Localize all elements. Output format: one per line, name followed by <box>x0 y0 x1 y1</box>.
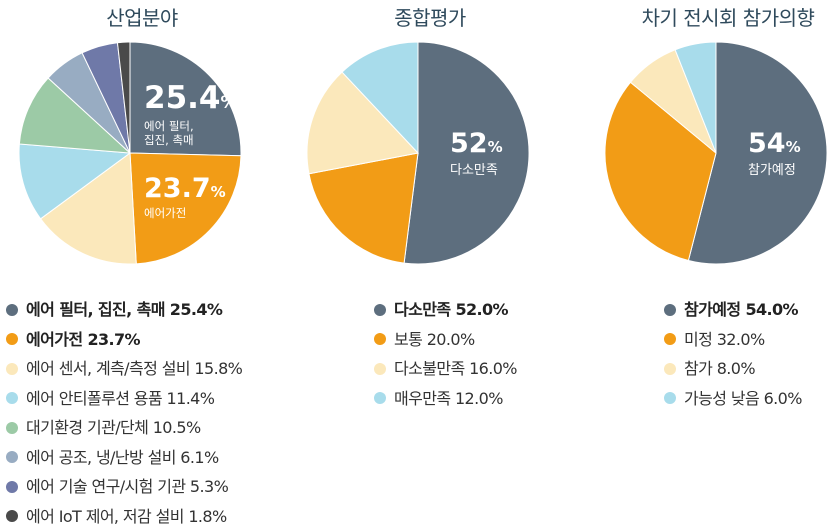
legend-label: 미정 32.0% <box>684 325 765 355</box>
legend-label: 에어 필터, 집진, 촉매 25.4% <box>26 295 222 325</box>
chart-title: 산업분야 <box>12 2 272 31</box>
slice-category-label: 에어 필터, <box>144 119 194 133</box>
legend-marker <box>664 392 676 404</box>
legend-item: 에어 필터, 집진, 촉매 25.4% <box>6 295 242 325</box>
legend-marker <box>374 392 386 404</box>
legend-marker <box>6 451 18 463</box>
legend-label: 대기환경 기관/단체 10.5% <box>26 413 201 443</box>
slice-category-label: 참가예정 <box>748 163 796 178</box>
slice-category-label: 집진, 촉매 <box>144 133 194 147</box>
legend-label: 보통 20.0% <box>394 325 475 355</box>
slice-category-label: 에어가전 <box>144 206 186 220</box>
legend-marker <box>6 363 18 375</box>
legend-label: 매우만족 12.0% <box>394 384 503 414</box>
slice-category-label: 다소만족 <box>450 163 498 178</box>
legend-marker <box>374 333 386 345</box>
legend-item: 대기환경 기관/단체 10.5% <box>6 413 242 443</box>
legend-marker <box>6 422 18 434</box>
legend-marker <box>6 333 18 345</box>
legend-item: 가능성 낮음 6.0% <box>664 384 802 414</box>
legend-label: 에어 안티폴루션 용품 11.4% <box>26 384 214 414</box>
evaluation-legend: 다소만족 52.0%보통 20.0%다소불만족 16.0%매우만족 12.0% <box>374 295 517 413</box>
legend-label: 에어 센서, 계측/측정 설비 15.8% <box>26 354 242 384</box>
participation-pie-chart: 54%참가예정 <box>598 42 840 274</box>
legend-item: 참가 8.0% <box>664 354 802 384</box>
chart-title: 종합평가 <box>300 2 560 31</box>
legend-marker <box>664 333 676 345</box>
legend-item: 에어 안티폴루션 용품 11.4% <box>6 384 242 414</box>
legend-item: 참가예정 54.0% <box>664 295 802 325</box>
legend-marker <box>664 304 676 316</box>
legend-item: 에어 공조, 냉/난방 설비 6.1% <box>6 443 242 473</box>
legend-item: 에어 기술 연구/시험 기관 5.3% <box>6 472 242 502</box>
legend-marker <box>664 363 676 375</box>
legend-item: 매우만족 12.0% <box>374 384 517 414</box>
legend-item: 에어가전 23.7% <box>6 325 242 355</box>
industry-legend: 에어 필터, 집진, 촉매 25.4%에어가전 23.7%에어 센서, 계측/측… <box>6 295 242 531</box>
legend-marker <box>6 481 18 493</box>
legend-marker <box>6 392 18 404</box>
legend-marker <box>6 304 18 316</box>
slice-value-label: 25.4% <box>144 80 238 116</box>
legend-label: 다소만족 52.0% <box>394 295 508 325</box>
evaluation-pie-chart: 52%다소만족 <box>300 42 560 274</box>
legend-marker <box>6 510 18 522</box>
legend-item: 에어 센서, 계측/측정 설비 15.8% <box>6 354 242 384</box>
legend-item: 다소만족 52.0% <box>374 295 517 325</box>
legend-marker <box>374 363 386 375</box>
legend-label: 다소불만족 16.0% <box>394 354 517 384</box>
legend-item: 다소불만족 16.0% <box>374 354 517 384</box>
legend-label: 가능성 낮음 6.0% <box>684 384 802 414</box>
legend-label: 에어 기술 연구/시험 기관 5.3% <box>26 472 228 502</box>
legend-label: 에어가전 23.7% <box>26 325 140 355</box>
participation-legend: 참가예정 54.0%미정 32.0%참가 8.0%가능성 낮음 6.0% <box>664 295 802 413</box>
legend-label: 참가 8.0% <box>684 354 755 384</box>
chart-title: 차기 전시회 참가의향 <box>598 2 840 31</box>
legend-label: 참가예정 54.0% <box>684 295 798 325</box>
legend-item: 보통 20.0% <box>374 325 517 355</box>
legend-item: 미정 32.0% <box>664 325 802 355</box>
legend-label: 에어 공조, 냉/난방 설비 6.1% <box>26 443 219 473</box>
legend-marker <box>374 304 386 316</box>
